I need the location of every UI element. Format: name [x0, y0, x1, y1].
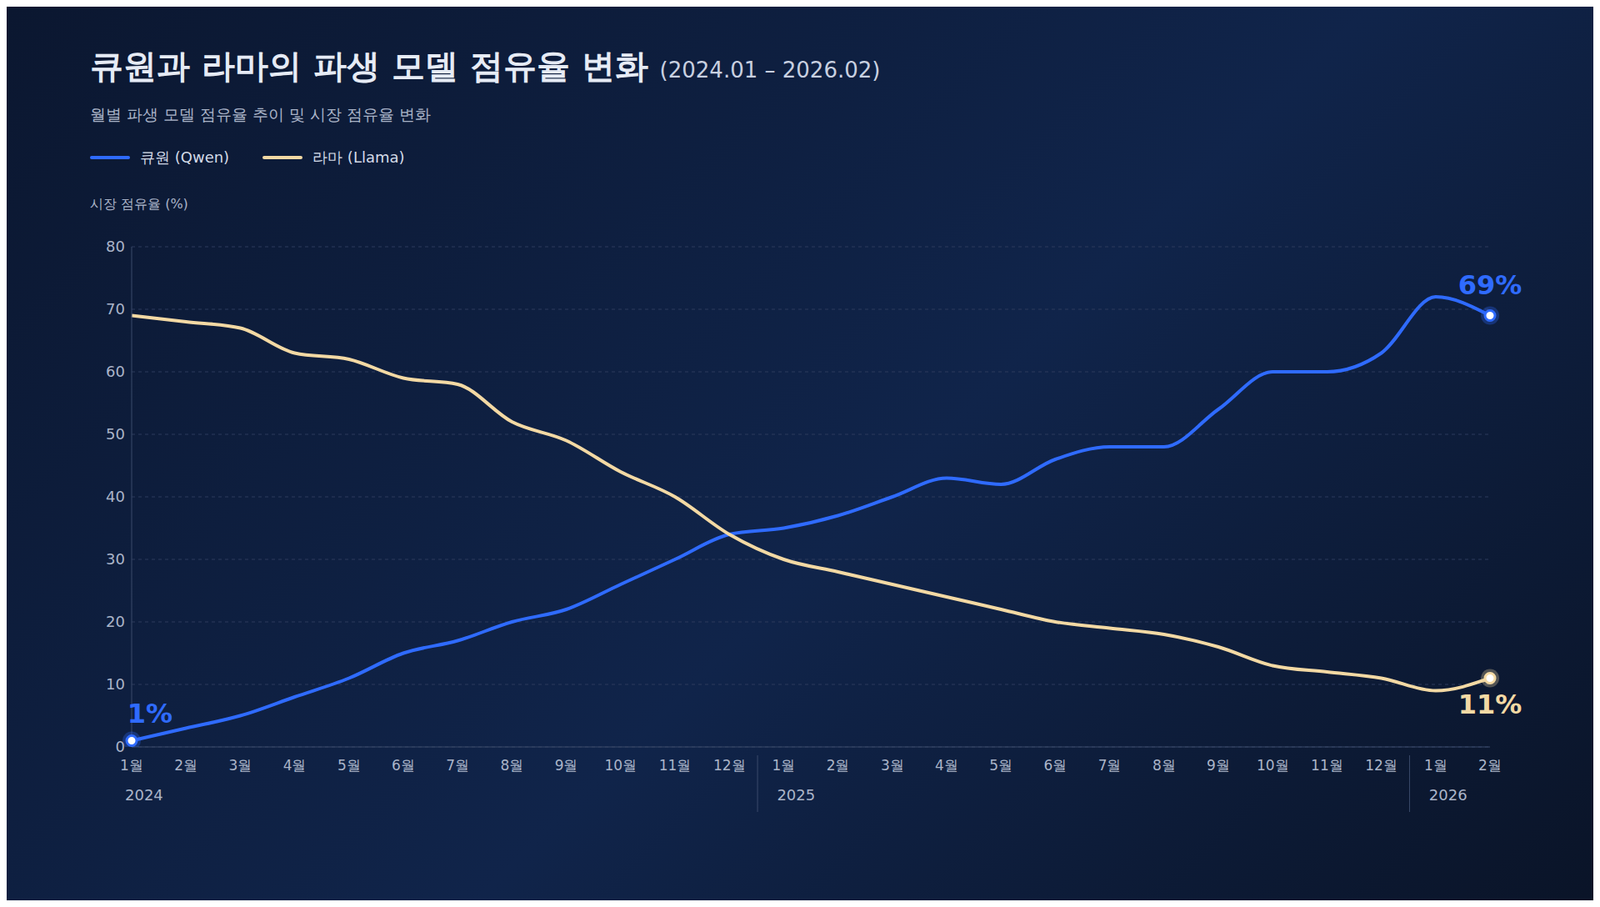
svg-text:69%: 69% [1458, 269, 1523, 301]
svg-text:2월: 2월 [826, 756, 850, 774]
svg-text:2월: 2월 [174, 756, 198, 774]
svg-text:30: 30 [105, 550, 125, 568]
svg-text:11월: 11월 [1310, 756, 1344, 774]
html-text:큐원과 라마의 파생 모델 점유율 변화 (2024.01: 큐원과 라마의 파생 모델 점유율 변화 (2024.01 – 2026.02) [90, 46, 881, 85]
svg-text:3월: 3월 [880, 756, 905, 774]
svg-text:5월: 5월 [337, 756, 361, 774]
svg-text:7월: 7월 [1098, 756, 1122, 774]
html-text:라마 (Llama): 라마 (Llama) [312, 148, 405, 166]
svg-text:11%: 11% [1458, 688, 1523, 720]
svg-text:6월: 6월 [1043, 756, 1067, 774]
svg-text:80: 80 [105, 237, 125, 255]
svg-text:12월: 12월 [1365, 756, 1398, 774]
svg-text:9월: 9월 [555, 756, 579, 774]
svg-text:20: 20 [105, 612, 125, 630]
svg-text:9월: 9월 [1206, 756, 1230, 774]
svg-text:10월: 10월 [1256, 756, 1290, 774]
svg-text:5월: 5월 [989, 756, 1013, 774]
html-text:월별 파생 모델 점유율 추이 및 시장 점유율 변화: 월별 파생 모델 점유율 추이 및 시장 점유율 변화 [90, 105, 432, 124]
svg-text:10월: 10월 [604, 756, 637, 774]
html-text:큐원 (Qwen): 큐원 (Qwen) [140, 148, 230, 166]
svg-text:8월: 8월 [500, 756, 524, 774]
svg-text:3월: 3월 [228, 756, 252, 774]
svg-text:6월: 6월 [391, 756, 415, 774]
svg-text:40: 40 [105, 487, 125, 505]
svg-text:2024: 2024 [125, 785, 164, 804]
svg-text:0: 0 [115, 737, 125, 755]
svg-text:7월: 7월 [445, 756, 470, 774]
svg-text:70: 70 [105, 300, 125, 318]
svg-text:10: 10 [105, 675, 125, 693]
svg-text:50: 50 [105, 425, 125, 443]
svg-text:60: 60 [105, 362, 125, 380]
svg-text:2026: 2026 [1429, 785, 1468, 804]
svg-text:4월: 4월 [935, 756, 959, 774]
svg-text:4월: 4월 [283, 756, 307, 774]
svg-text:2025: 2025 [776, 785, 815, 804]
svg-text:1월: 1월 [1424, 756, 1448, 774]
svg-text:2월: 2월 [1478, 756, 1502, 774]
svg-text:12월: 12월 [713, 756, 746, 774]
svg-text:1월: 1월 [771, 756, 795, 774]
svg-text:1월: 1월 [120, 756, 144, 774]
svg-text:8월: 8월 [1152, 756, 1176, 774]
svg-text:1%: 1% [127, 697, 173, 730]
html-text:시장 점유율 (%): 시장 점유율 (%) [90, 195, 189, 212]
svg-text:11월: 11월 [659, 756, 692, 774]
